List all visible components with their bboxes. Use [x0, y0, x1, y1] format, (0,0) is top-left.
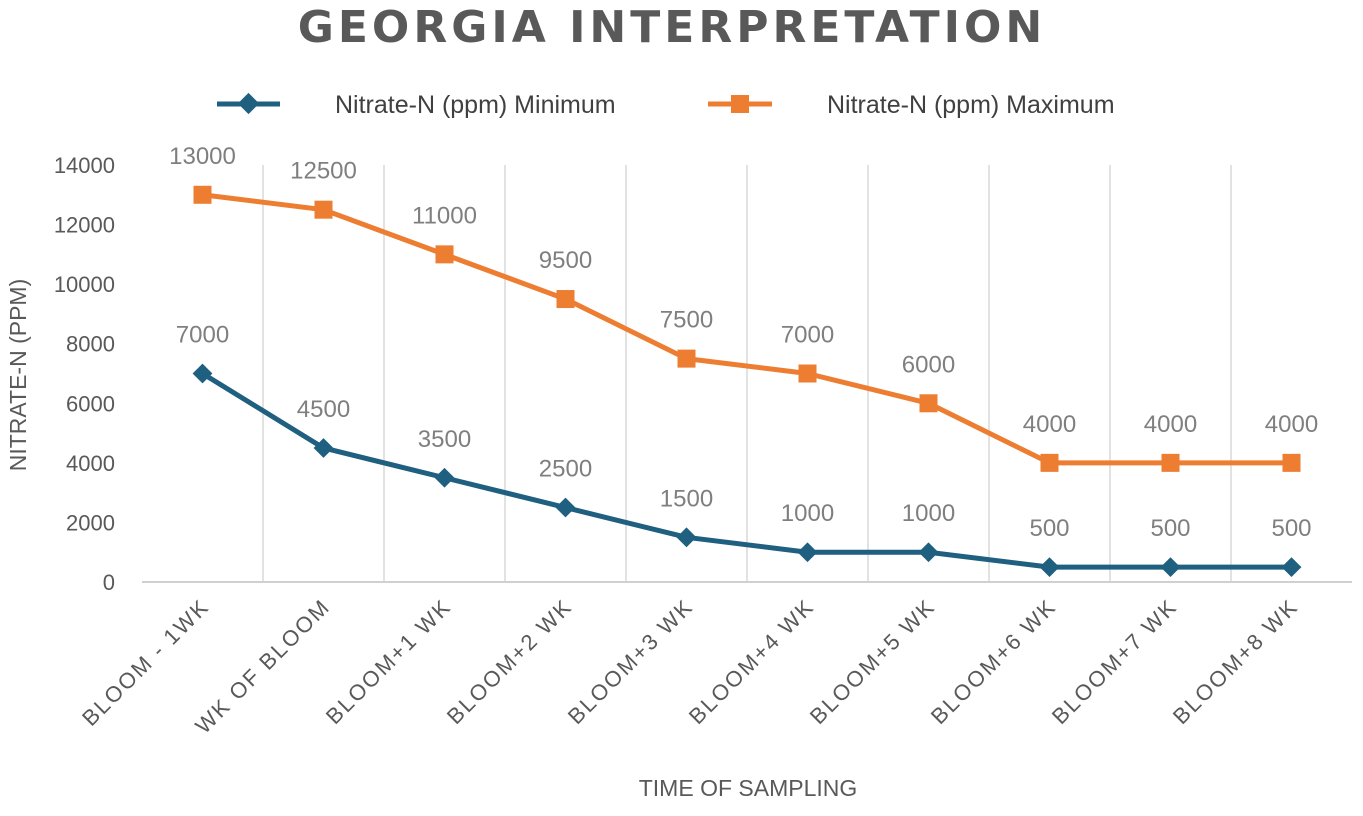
data-label: 500: [1150, 515, 1190, 542]
x-tick-label: BLOOM+1 WK: [321, 594, 456, 729]
x-tick-label: BLOOM - 1WK: [77, 594, 214, 731]
x-tick-label: BLOOM+4 WK: [684, 594, 819, 729]
data-point-square: [1282, 453, 1301, 472]
data-point-diamond: [676, 527, 697, 548]
data-point-diamond: [918, 542, 939, 563]
data-point-square: [1161, 453, 1180, 472]
data-label: 1000: [781, 500, 834, 527]
data-point-square: [314, 200, 333, 219]
data-label: 500: [1029, 515, 1069, 542]
data-label: 500: [1271, 515, 1311, 542]
data-label: 2500: [539, 456, 592, 483]
data-label: 3500: [418, 426, 471, 453]
x-tick-label: WK OF BLOOM: [190, 594, 335, 739]
data-point-square: [435, 245, 454, 264]
y-axis-ticks: 0 2000 4000 6000 8000 10000 12000 14000: [54, 153, 115, 595]
y-tick-label: 0: [103, 570, 115, 595]
legend-marker-square-icon: [731, 95, 749, 113]
x-tick-label: BLOOM+7 WK: [1047, 594, 1182, 729]
legend-label-maximum: Nitrate-N (ppm) Maximum: [827, 91, 1115, 119]
data-label: 12500: [290, 158, 357, 185]
data-label: 7000: [781, 322, 834, 349]
x-tick-label: BLOOM+2 WK: [442, 594, 577, 729]
data-label: 4000: [1144, 411, 1197, 438]
y-tick-label: 4000: [66, 451, 115, 476]
data-label: 7500: [660, 307, 713, 334]
series-markers: [192, 185, 1302, 578]
data-label: 4500: [297, 396, 350, 423]
data-point-diamond: [555, 497, 576, 518]
data-point-diamond: [313, 438, 334, 458]
data-label: 7000: [176, 322, 229, 349]
data-point-diamond: [434, 467, 455, 488]
y-axis-label: NITRATE-N (PPM): [5, 279, 31, 472]
legend-marker-diamond-icon: [237, 92, 260, 115]
data-labels: 7000 4500 3500 2500 1500 1000 1000 500 500 500 130…: [169, 143, 1318, 542]
legend-item-maximum[interactable]: Nitrate-N (ppm) Maximum: [708, 91, 1115, 119]
y-tick-label: 2000: [66, 510, 115, 535]
data-point-diamond: [1039, 557, 1060, 578]
series-lines: [201, 192, 1292, 570]
data-label: 4000: [1265, 411, 1318, 438]
x-tick-label: BLOOM+8 WK: [1168, 594, 1303, 729]
legend-item-minimum[interactable]: Nitrate-N (ppm) Minimum: [217, 91, 616, 119]
data-point-diamond: [797, 542, 818, 563]
data-point-square: [193, 185, 212, 204]
data-label: 1500: [660, 485, 713, 512]
legend-label-minimum: Nitrate-N (ppm) Minimum: [335, 91, 616, 119]
data-point-square: [556, 290, 575, 309]
data-label: 11000: [412, 202, 477, 229]
data-point-square: [798, 364, 817, 383]
y-tick-label: 10000: [54, 272, 115, 297]
x-axis-label: TIME OF SAMPLING: [639, 775, 858, 801]
y-tick-label: 12000: [54, 213, 115, 238]
vertical-gridlines: [262, 165, 1232, 582]
data-label: 13000: [169, 143, 236, 170]
data-label: 6000: [902, 351, 955, 378]
data-point-square: [919, 394, 938, 413]
data-point-diamond: [1160, 557, 1181, 578]
chart-title: GEORGIA INTERPRETATION: [298, 2, 1047, 53]
data-label: 4000: [1023, 411, 1076, 438]
data-label: 1000: [902, 500, 955, 527]
y-tick-label: 14000: [54, 153, 115, 178]
y-tick-label: 8000: [66, 332, 115, 357]
data-label: 9500: [539, 247, 592, 274]
data-point-diamond: [1281, 557, 1302, 578]
data-point-diamond: [192, 363, 213, 384]
x-tick-label: BLOOM+5 WK: [805, 594, 940, 729]
data-point-square: [677, 349, 696, 368]
data-point-square: [1040, 453, 1059, 472]
x-tick-label: BLOOM+3 WK: [563, 594, 698, 729]
series-line-maximum: [202, 192, 1292, 466]
y-tick-label: 6000: [66, 391, 115, 416]
series-line-minimum: [201, 371, 1292, 570]
legend: Nitrate-N (ppm) Minimum Nitrate-N (ppm) …: [217, 91, 1115, 119]
x-tick-label: BLOOM+6 WK: [926, 594, 1061, 729]
